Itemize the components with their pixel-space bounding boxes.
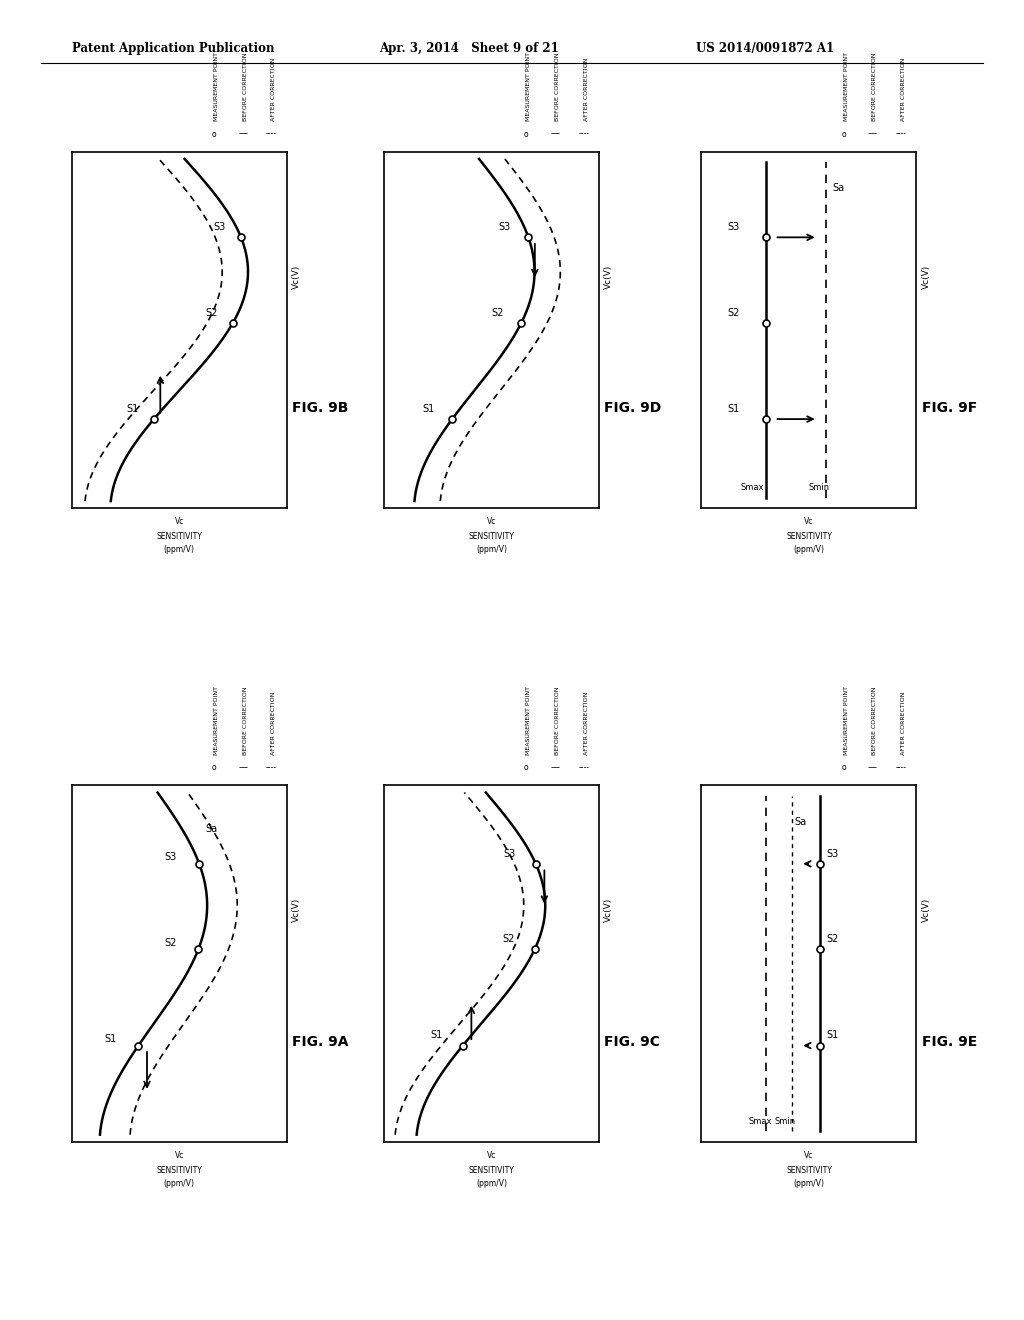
Text: S3: S3 <box>504 849 516 859</box>
Text: ----: ---- <box>896 129 906 139</box>
Text: BEFORE CORRECTION: BEFORE CORRECTION <box>243 686 248 755</box>
Text: S1: S1 <box>104 1034 117 1044</box>
Text: S2: S2 <box>492 308 504 318</box>
Text: (ppm/V): (ppm/V) <box>164 545 195 554</box>
Text: S1: S1 <box>727 404 739 414</box>
Text: AFTER CORRECTION: AFTER CORRECTION <box>584 692 589 755</box>
Text: MEASUREMENT POINT: MEASUREMENT POINT <box>844 53 849 121</box>
Text: o: o <box>212 763 216 772</box>
Text: SENSITIVITY: SENSITIVITY <box>157 1166 202 1175</box>
Text: S3: S3 <box>165 853 177 862</box>
Text: S1: S1 <box>126 404 138 414</box>
Text: AFTER CORRECTION: AFTER CORRECTION <box>271 692 276 755</box>
Text: AFTER CORRECTION: AFTER CORRECTION <box>901 692 906 755</box>
Text: o: o <box>212 129 216 139</box>
Text: Apr. 3, 2014   Sheet 9 of 21: Apr. 3, 2014 Sheet 9 of 21 <box>379 42 559 55</box>
Text: SENSITIVITY: SENSITIVITY <box>469 1166 514 1175</box>
Text: S2: S2 <box>826 935 839 944</box>
Text: Vc: Vc <box>486 1151 497 1160</box>
Text: Vc(V): Vc(V) <box>604 264 613 289</box>
Text: —: — <box>868 129 877 139</box>
Text: —: — <box>868 763 877 772</box>
Text: —: — <box>551 763 559 772</box>
Text: o: o <box>524 763 528 772</box>
Text: SENSITIVITY: SENSITIVITY <box>786 532 831 541</box>
Text: AFTER CORRECTION: AFTER CORRECTION <box>584 58 589 121</box>
Text: Vc: Vc <box>174 1151 184 1160</box>
Text: Smax: Smax <box>749 1117 772 1126</box>
Text: MEASUREMENT POINT: MEASUREMENT POINT <box>526 53 531 121</box>
Text: S3: S3 <box>826 849 839 859</box>
Text: ----: ---- <box>266 129 276 139</box>
Text: FIG. 9C: FIG. 9C <box>604 1035 660 1049</box>
Text: (ppm/V): (ppm/V) <box>794 545 824 554</box>
Text: —: — <box>551 129 559 139</box>
Text: FIG. 9E: FIG. 9E <box>922 1035 977 1049</box>
Text: S2: S2 <box>503 935 515 944</box>
Text: SENSITIVITY: SENSITIVITY <box>157 532 202 541</box>
Text: SENSITIVITY: SENSITIVITY <box>469 532 514 541</box>
Text: Sa: Sa <box>833 183 845 193</box>
Text: Vc(V): Vc(V) <box>922 264 931 289</box>
Text: ----: ---- <box>579 763 589 772</box>
Text: S2: S2 <box>205 308 217 318</box>
Text: —: — <box>239 763 247 772</box>
Text: Vc(V): Vc(V) <box>292 898 301 923</box>
Text: MEASUREMENT POINT: MEASUREMENT POINT <box>844 686 849 755</box>
Text: Vc(V): Vc(V) <box>922 898 931 923</box>
Text: BEFORE CORRECTION: BEFORE CORRECTION <box>555 53 560 121</box>
Text: S1: S1 <box>826 1031 839 1040</box>
Text: BEFORE CORRECTION: BEFORE CORRECTION <box>555 686 560 755</box>
Text: (ppm/V): (ppm/V) <box>164 1179 195 1188</box>
Text: Vc: Vc <box>174 517 184 527</box>
Text: FIG. 9F: FIG. 9F <box>922 401 977 416</box>
Text: S1: S1 <box>430 1031 442 1040</box>
Text: Smin: Smin <box>809 483 830 492</box>
Text: Vc(V): Vc(V) <box>604 898 613 923</box>
Text: S2: S2 <box>727 308 739 318</box>
Text: S3: S3 <box>213 222 225 232</box>
Text: Smin: Smin <box>774 1117 796 1126</box>
Text: Sa: Sa <box>794 817 806 826</box>
Text: S3: S3 <box>727 222 739 232</box>
Text: MEASUREMENT POINT: MEASUREMENT POINT <box>214 686 219 755</box>
Text: S2: S2 <box>164 937 176 948</box>
Text: FIG. 9A: FIG. 9A <box>292 1035 348 1049</box>
Text: US 2014/0091872 A1: US 2014/0091872 A1 <box>696 42 835 55</box>
Text: FIG. 9D: FIG. 9D <box>604 401 662 416</box>
Text: ----: ---- <box>896 763 906 772</box>
Text: o: o <box>842 129 846 139</box>
Text: (ppm/V): (ppm/V) <box>476 1179 507 1188</box>
Text: Vc: Vc <box>486 517 497 527</box>
Text: S3: S3 <box>499 222 511 232</box>
Text: AFTER CORRECTION: AFTER CORRECTION <box>901 58 906 121</box>
Text: Smax: Smax <box>740 483 764 492</box>
Text: (ppm/V): (ppm/V) <box>794 1179 824 1188</box>
Text: Vc: Vc <box>804 517 814 527</box>
Text: BEFORE CORRECTION: BEFORE CORRECTION <box>872 53 878 121</box>
Text: SENSITIVITY: SENSITIVITY <box>786 1166 831 1175</box>
Text: o: o <box>524 129 528 139</box>
Text: S1: S1 <box>422 404 434 414</box>
Text: BEFORE CORRECTION: BEFORE CORRECTION <box>243 53 248 121</box>
Text: ----: ---- <box>266 763 276 772</box>
Text: FIG. 9B: FIG. 9B <box>292 401 348 416</box>
Text: o: o <box>842 763 846 772</box>
Text: —: — <box>239 129 247 139</box>
Text: Sa: Sa <box>205 824 217 834</box>
Text: Vc(V): Vc(V) <box>292 264 301 289</box>
Text: (ppm/V): (ppm/V) <box>476 545 507 554</box>
Text: AFTER CORRECTION: AFTER CORRECTION <box>271 58 276 121</box>
Text: Patent Application Publication: Patent Application Publication <box>72 42 274 55</box>
Text: BEFORE CORRECTION: BEFORE CORRECTION <box>872 686 878 755</box>
Text: MEASUREMENT POINT: MEASUREMENT POINT <box>526 686 531 755</box>
Text: Vc: Vc <box>804 1151 814 1160</box>
Text: MEASUREMENT POINT: MEASUREMENT POINT <box>214 53 219 121</box>
Text: ----: ---- <box>579 129 589 139</box>
